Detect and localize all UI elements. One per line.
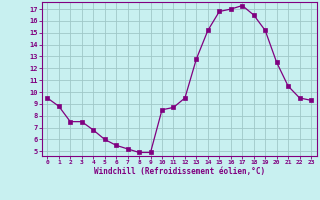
X-axis label: Windchill (Refroidissement éolien,°C): Windchill (Refroidissement éolien,°C) [94,167,265,176]
